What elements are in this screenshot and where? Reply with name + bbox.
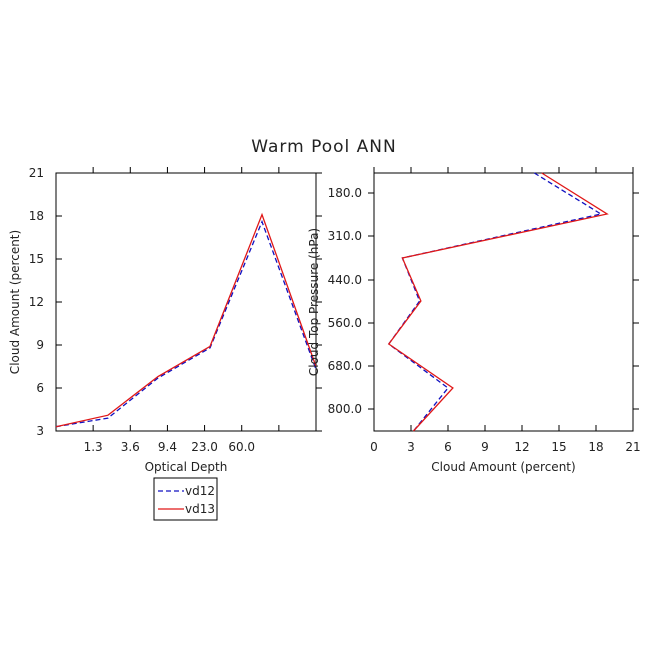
left-series [55, 212, 317, 428]
left-y-tick-label: 12 [29, 295, 44, 309]
left-line-vd12 [55, 219, 317, 428]
left-y-tick-label: 3 [36, 424, 44, 438]
right-x-tick-label: 0 [370, 440, 378, 454]
right-y-tick-label: 680.0 [328, 359, 362, 373]
right-y-tick-label: 440.0 [328, 273, 362, 287]
left-ticks: 1.3 3.6 9.4 23.0 60.0 3 6 9 12 15 18 21 [29, 166, 322, 454]
right-x-tick-label: 6 [444, 440, 452, 454]
left-x-tick-label: 1.3 [84, 440, 103, 454]
left-y-tick-label: 15 [29, 252, 44, 266]
right-ticks: 0 3 6 9 12 15 18 21 180.0 310.0 440.0 560.0 680.0 800… [328, 167, 641, 454]
right-y-tick-label: 180.0 [328, 186, 362, 200]
right-plot-frame [373, 172, 634, 432]
right-x-tick-label: 21 [625, 440, 640, 454]
right-y-tick-label: 560.0 [328, 316, 362, 330]
left-panel: 1.3 3.6 9.4 23.0 60.0 3 6 9 12 15 18 21 Optical Dep… [8, 166, 322, 474]
left-x-axis-label: Optical Depth [145, 460, 228, 474]
left-x-tick-label: 23.0 [191, 440, 218, 454]
left-y-tick-label: 9 [36, 338, 44, 352]
left-plot-frame [55, 172, 317, 432]
left-y-axis-label: Cloud Amount (percent) [8, 230, 22, 374]
right-x-axis-label: Cloud Amount (percent) [431, 460, 575, 474]
legend-box [153, 477, 218, 521]
right-x-tick-label: 3 [407, 440, 415, 454]
right-series [387, 172, 609, 432]
figure-title: Warm Pool ANN [251, 137, 396, 157]
left-x-tick-label: 3.6 [121, 440, 140, 454]
right-x-tick-label: 9 [481, 440, 489, 454]
right-y-tick-label: 800.0 [328, 402, 362, 416]
legend-label-vd12: vd12 [185, 484, 215, 498]
right-panel: 0 3 6 9 12 15 18 21 180.0 310.0 440.0 560.0 680.0 800… [307, 167, 641, 474]
legend-label-vd13: vd13 [185, 502, 215, 516]
left-x-tick-label: 60.0 [228, 440, 255, 454]
left-y-tick-label: 6 [36, 381, 44, 395]
left-y-tick-label: 18 [29, 209, 44, 223]
right-x-tick-label: 18 [588, 440, 603, 454]
left-x-tick-label: 9.4 [158, 440, 177, 454]
right-x-tick-label: 12 [514, 440, 529, 454]
legend: vd12 vd13 [153, 477, 218, 521]
right-y-axis-label: Cloud Top Pressure (hPa) [307, 228, 321, 376]
right-y-tick-label: 310.0 [328, 229, 362, 243]
left-line-vd13 [55, 212, 317, 428]
right-line-vd13 [387, 172, 609, 432]
left-y-tick-label: 21 [29, 166, 44, 180]
right-x-tick-label: 15 [551, 440, 566, 454]
